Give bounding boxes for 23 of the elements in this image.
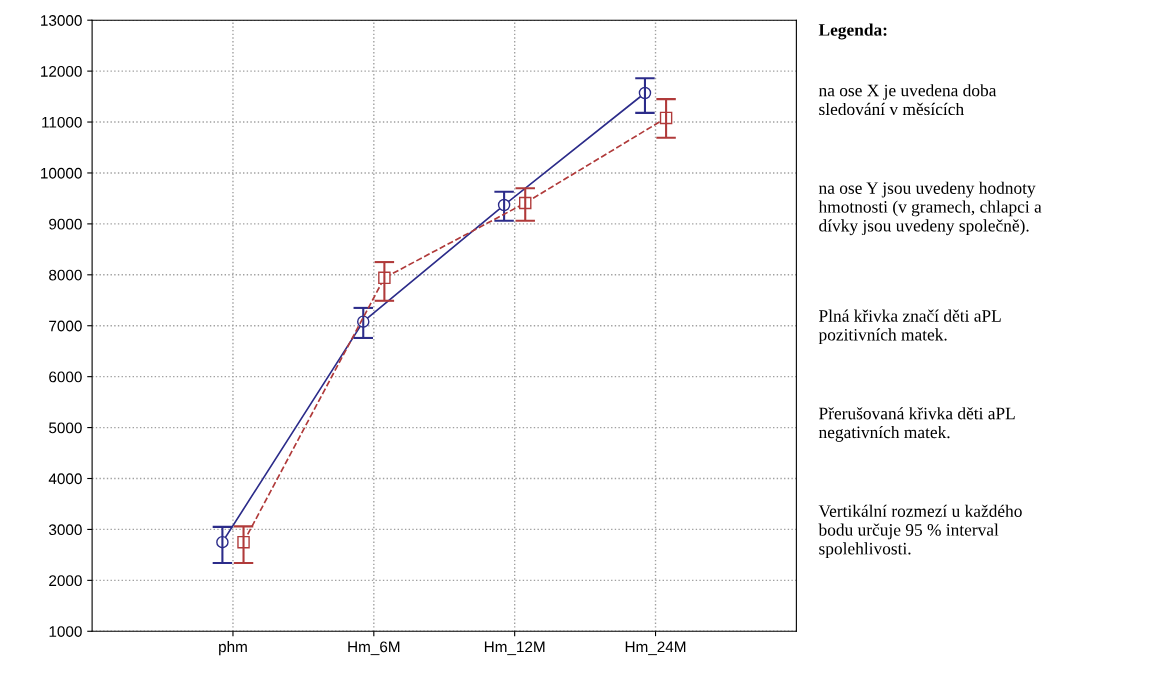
y-tick-label: 2000 bbox=[49, 575, 82, 587]
x-tick-label: Hm_24M bbox=[625, 641, 686, 656]
y-tick-label: 7000 bbox=[49, 320, 82, 332]
y-tick-label: 5000 bbox=[49, 422, 82, 434]
y-tick-label: 6000 bbox=[49, 371, 82, 383]
y-tick-label: 12000 bbox=[41, 65, 82, 77]
text: Plná křivka značí děti aPL pozitivních matek. bbox=[818, 309, 1001, 345]
text: na ose X je uvedena doba sledování v měsících bbox=[818, 84, 997, 116]
y-tick-label: 1000 bbox=[49, 626, 82, 637]
y-tick-label: 8000 bbox=[49, 269, 82, 281]
text: Vertikální rozmezí u každého bodu určuje 95 % interval spolehlivosti. bbox=[818, 504, 1022, 559]
text: Přerušovaná křivka děti aPL negativních matek. bbox=[818, 407, 1015, 442]
y-tick-label: 3000 bbox=[48, 524, 82, 536]
y-tick-label: 4000 bbox=[48, 473, 82, 485]
text: na ose Y jsou uvedeny hodnoty hmotnosti (v gramech, chlapci a dívky jsou uvedeny společně). bbox=[818, 181, 1042, 236]
x-tick-label: phm bbox=[219, 641, 247, 656]
x-tick-label: Hm_12M bbox=[484, 641, 545, 656]
text: Legenda: bbox=[818, 23, 887, 40]
y-tick-label: 10000 bbox=[41, 167, 82, 179]
y-tick-label: 9000 bbox=[49, 218, 82, 230]
x-tick-label: Hm_6M bbox=[348, 641, 400, 656]
y-tick-label: 13000 bbox=[41, 15, 82, 26]
y-tick-label: 11000 bbox=[42, 116, 82, 128]
